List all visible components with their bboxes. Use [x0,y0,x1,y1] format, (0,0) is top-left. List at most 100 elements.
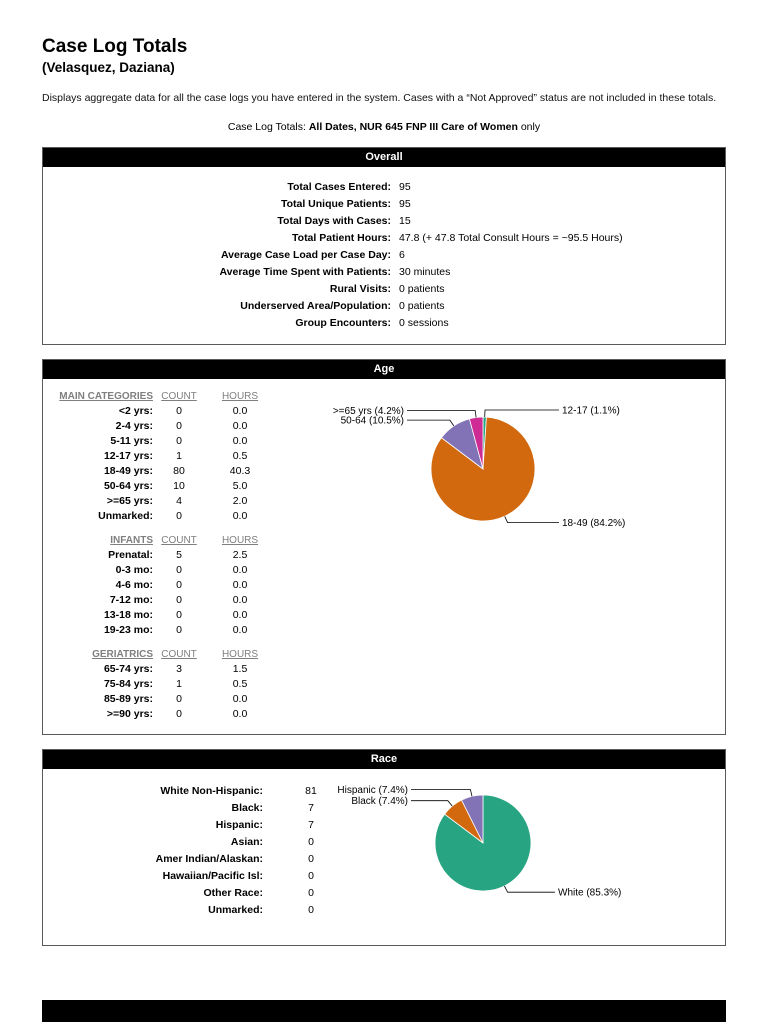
race-row-value: 7 [308,819,314,831]
race-row-label: Amer Indian/Alaskan: [155,853,263,865]
overall-row: Total Cases Entered: 95 [51,179,717,196]
age-row-count: 5 [176,549,182,561]
pie-callout-line [504,516,559,524]
page-title: Case Log Totals [42,36,188,57]
overall-row-label: Group Encounters: [295,317,391,329]
race-rows: White Non-Hispanic: 81 Black: 7 Hispanic… [51,783,717,919]
overall-row-label: Total Days with Cases: [277,215,391,227]
pie-label: Hispanic (7.4%) [337,785,408,796]
count-column-header: COUNT [161,535,197,546]
race-row: Asian: 0 [51,834,717,851]
overall-row: Average Case Load per Case Day: 6 [51,247,717,264]
overall-row-label: Total Cases Entered: [287,181,391,193]
overall-row-value: 0 patients [399,300,445,312]
overall-row: Underserved Area/Population: 0 patients [51,298,717,315]
age-row-label: >=65 yrs: [106,495,153,507]
age-row: 65-74 yrs: 3 1.5 [51,662,311,677]
pie-label: White (85.3%) [558,888,621,899]
age-row-count: 0 [176,564,182,576]
age-row-label: 12-17 yrs: [103,450,153,462]
age-row-hours: 0.0 [232,435,248,447]
age-group-name: GERIATRICS [92,649,153,660]
age-row-hours: 0.5 [232,450,248,462]
age-geriatrics-rows: 65-74 yrs: 3 1.5 75-84 yrs: 1 0.5 [51,662,311,722]
age-row-count: 3 [176,663,182,675]
pie-label: 12-17 (1.1%) [562,406,620,417]
hours-column-header: HOURS [221,535,259,546]
age-row-label: 2-4 yrs: [115,420,153,432]
pie-callout-line [407,419,455,427]
age-pie-chart: 12-17 (1.1%) 18-49 (84.2%) 50-64 (10.5%)>=… [333,406,626,530]
race-row: Unmarked: 0 [51,902,717,919]
race-row-label: Black: [231,802,263,814]
age-row-hours: 0.0 [232,693,248,705]
pie-label: >=65 yrs (4.2%) [333,406,404,417]
race-row-value: 81 [305,785,317,797]
race-row-value: 0 [308,853,314,865]
race-row: White Non-Hispanic: 81 [51,783,717,800]
race-row-value: 0 [308,887,314,899]
filter-scope: All Dates, NUR 645 FNP III Care of Women [308,121,518,133]
filter-line: Case Log Totals: All Dates, NUR 645 FNP … [42,121,726,133]
age-row: 18-49 yrs: 80 40.3 [51,464,311,479]
age-row-count: 0 [176,624,182,636]
overall-row: Total Days with Cases: 15 [51,213,717,230]
race-row-value: 0 [308,836,314,848]
race-row: Amer Indian/Alaskan: 0 [51,851,717,868]
pie-callout-line [504,885,555,893]
age-row: Prenatal: 5 2.5 [51,548,311,563]
pie-label: 50-64 (10.5%) [341,416,404,427]
overall-row-label: Average Case Load per Case Day: [220,249,391,261]
age-row-count: 0 [176,405,182,417]
age-row: 2-4 yrs: 0 0.0 [51,419,311,434]
age-row-hours: 0.0 [232,624,248,636]
age-row: 7-12 mo: 0 0.0 [51,593,311,608]
race-row: Other Race: 0 [51,885,717,902]
race-row: Hawaiian/Pacific Isl: 0 [51,868,717,885]
age-row-count: 4 [176,495,182,507]
age-row-label: 85-89 yrs: [103,693,153,705]
age-infants-rows: Prenatal: 5 2.5 0-3 mo: 0 0.0 [51,548,311,638]
age-row-count: 0 [176,693,182,705]
race-row-label: Hawaiian/Pacific Isl: [162,870,263,882]
age-row-count: 1 [176,678,182,690]
age-row-label: 0-3 mo: [115,564,153,576]
overall-row: Rural Visits: 0 patients [51,281,717,298]
page-subtitle: (Velasquez, Daziana) [42,60,175,75]
age-row: 13-18 mo: 0 0.0 [51,608,311,623]
age-group-header-main: MAIN CATEGORIES COUNT HOURS [51,389,311,404]
age-row: 5-11 yrs: 0 0.0 [51,434,311,449]
race-section-header: Race [43,750,725,769]
age-main-rows: <2 yrs: 0 0.0 2-4 yrs: 0 0.0 [51,404,311,524]
age-row-count: 0 [176,510,182,522]
age-row-label: Prenatal: [108,549,153,561]
age-row-count: 0 [176,420,182,432]
overall-row-value: 6 [399,249,405,261]
overall-row-value: 95 [399,198,411,210]
overall-row-value: 47.8 (+ 47.8 Total Consult Hours = ~95.5… [399,232,623,244]
age-group-header-geriatrics: GERIATRICS COUNT HOURS [51,647,311,662]
age-row: >=90 yrs: 0 0.0 [51,707,311,722]
age-row-hours: 0.5 [232,678,248,690]
age-row-count: 0 [176,708,182,720]
overall-section-header: Overall [43,148,725,167]
section-age: Age MAIN CATEGORIES COUNT HOURS <2 yrs: … [42,359,726,735]
age-row-hours: 2.5 [232,549,248,561]
overall-row-label: Total Unique Patients: [280,198,391,210]
age-row: <2 yrs: 0 0.0 [51,404,311,419]
age-row-hours: 0.0 [232,510,248,522]
age-row: 19-23 mo: 0 0.0 [51,623,311,638]
age-row-label: 18-49 yrs: [103,465,153,477]
age-row-label: 5-11 yrs: [110,435,153,447]
age-row-label: 50-64 yrs: [103,480,153,492]
section-race: Race White Non-Hispanic: 81 Black: 7 [42,749,726,946]
age-row-label: >=90 yrs: [106,708,153,720]
overall-row-label: Average Time Spent with Patients: [219,266,391,278]
age-section-body: MAIN CATEGORIES COUNT HOURS <2 yrs: 0 0.… [43,379,725,734]
overall-row-value: 0 patients [399,283,445,295]
race-row: Black: 7 [51,800,717,817]
section-overall: Overall Total Cases Entered: 95 Total Un… [42,147,726,345]
age-row: 75-84 yrs: 1 0.5 [51,677,311,692]
age-row-count: 10 [173,480,185,492]
